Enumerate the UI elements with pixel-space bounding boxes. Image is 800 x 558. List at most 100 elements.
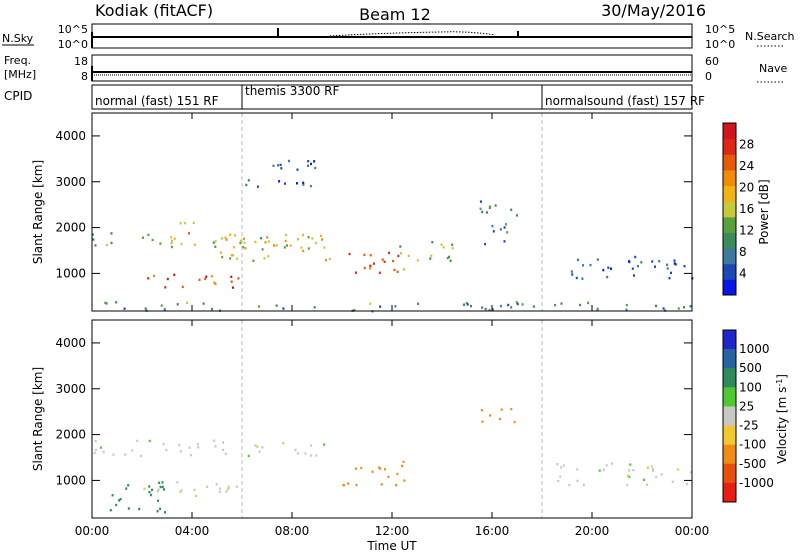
data-cell <box>486 211 488 214</box>
freq-tick-top: 18 <box>74 55 88 68</box>
data-cell <box>112 453 115 456</box>
data-cell <box>193 488 196 491</box>
data-cell <box>491 308 494 311</box>
velocity-colorbar-segment <box>723 482 736 503</box>
data-cell <box>676 468 679 471</box>
data-cell <box>118 499 121 502</box>
velocity-data-layer <box>93 320 692 518</box>
data-cell <box>560 302 563 305</box>
velocity-colorbar-tick: 100 <box>739 380 762 394</box>
data-cell <box>499 304 502 308</box>
data-cell <box>224 452 227 456</box>
data-cell <box>268 240 270 243</box>
data-cell <box>489 205 491 208</box>
data-cell <box>666 263 669 266</box>
data-cell <box>285 233 288 237</box>
data-cell <box>399 245 402 248</box>
data-cell <box>115 301 118 304</box>
radar-title: Kodiak (fitACF) <box>95 1 213 20</box>
data-cell <box>309 444 312 447</box>
data-cell <box>576 479 579 483</box>
data-cell <box>197 446 200 449</box>
data-cell <box>562 464 565 467</box>
x-axis-label: Time UT <box>366 539 417 553</box>
power-colorbar-tick: 16 <box>739 202 754 216</box>
data-cell <box>395 484 398 487</box>
data-cell <box>448 255 451 259</box>
data-cell <box>640 261 643 264</box>
data-cell <box>310 162 313 166</box>
nsky-label: N.Sky <box>2 32 34 45</box>
data-cell <box>181 285 184 289</box>
data-cell <box>596 309 599 312</box>
data-cell <box>156 510 159 513</box>
freq-strip-frame <box>91 54 693 82</box>
data-cell <box>354 467 357 470</box>
data-cell <box>102 450 105 454</box>
velocity-colorbar-label-end: ] <box>775 374 789 379</box>
x-tick-label: 00:00 <box>675 524 710 538</box>
data-cell <box>136 439 139 443</box>
power-colorbar-segment <box>723 185 736 202</box>
data-cell <box>645 483 648 486</box>
data-cell <box>662 307 665 310</box>
data-cell <box>369 264 372 267</box>
velocity-plot-background <box>92 320 692 518</box>
data-cell <box>230 280 233 283</box>
data-cell <box>651 468 654 471</box>
data-cell <box>323 246 326 249</box>
data-cell <box>392 259 395 263</box>
data-cell <box>654 265 656 268</box>
data-cell <box>156 490 159 493</box>
data-cell <box>125 487 128 490</box>
data-cell <box>407 254 410 257</box>
data-cell <box>440 243 443 246</box>
data-cell <box>560 466 563 469</box>
data-cell <box>230 253 233 257</box>
data-cell <box>198 278 201 281</box>
data-cell <box>187 232 190 235</box>
velocity-colorbar-tick: -25 <box>739 419 759 433</box>
data-cell <box>626 474 629 477</box>
data-cell <box>451 243 454 246</box>
data-cell <box>668 277 671 280</box>
cpid-mode-label: normalsound (fast) 157 RF <box>545 94 705 108</box>
data-cell <box>256 445 259 448</box>
data-cell <box>283 246 286 249</box>
power-plot-background <box>92 113 692 311</box>
data-cell <box>384 468 387 471</box>
data-cell <box>481 306 484 309</box>
data-cell <box>242 237 245 240</box>
data-cell <box>510 306 513 309</box>
velocity-colorbar-tick: -1000 <box>739 476 774 490</box>
data-cell <box>234 234 237 237</box>
data-cell <box>178 444 181 447</box>
data-cell <box>267 255 270 258</box>
y-tick-label: 3000 <box>55 382 86 396</box>
data-cell <box>323 443 326 446</box>
data-cell <box>689 305 692 308</box>
data-cell <box>442 246 445 249</box>
velocity-colorbar-tick: 500 <box>739 361 762 375</box>
data-cell <box>598 469 601 472</box>
data-cell <box>110 232 113 235</box>
data-cell <box>302 233 305 237</box>
data-cell <box>180 242 183 246</box>
data-cell <box>628 469 631 472</box>
data-cell <box>148 439 151 443</box>
power-colorbar-segment <box>723 216 736 233</box>
data-cell <box>148 490 151 494</box>
data-cell <box>176 303 179 306</box>
data-cell <box>353 308 356 312</box>
freq-unit: [MHz] <box>4 68 36 81</box>
data-cell <box>232 254 234 257</box>
data-cell <box>499 228 502 231</box>
data-cell <box>239 239 242 243</box>
data-cell <box>402 268 405 271</box>
power-colorbar-segment <box>723 138 736 155</box>
data-cell <box>294 448 297 452</box>
data-cell <box>521 303 524 306</box>
data-cell <box>93 451 96 455</box>
data-cell <box>157 499 159 502</box>
